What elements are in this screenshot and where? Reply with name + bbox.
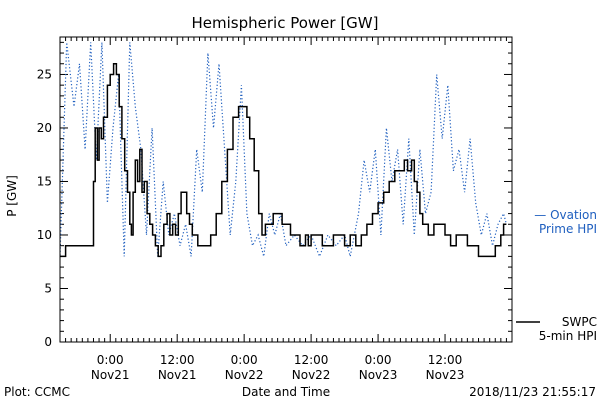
chart-title: Hemispheric Power [GW] [192,14,379,32]
y-axis-label: P [GW] [5,175,19,217]
legend-swpc-line1: SWPC [562,315,597,329]
x-tick-label-time: 12:00 [160,353,195,367]
x-tick-label-time: 12:00 [428,353,463,367]
y-tick-label: 20 [37,121,52,135]
y-tick-label: 0 [44,335,52,349]
x-tick-label-date: Nov23 [359,368,398,382]
y-tick-label: 5 [44,281,52,295]
x-tick-label-time: 0:00 [97,353,124,367]
y-axis-ticks: 0 5 10 15 20 25 [37,41,512,349]
x-tick-label-date: Nov22 [292,368,331,382]
x-axis-ticks: 0:00Nov2112:00Nov210:00Nov2212:00Nov220:… [59,37,513,382]
y-tick-label: 25 [37,67,52,81]
x-tick-label-date: Nov23 [426,368,465,382]
plot-credit: Plot: CCMC [4,385,70,399]
legend-ovation-line1: — Ovation [534,208,597,222]
x-axis-label: Date and Time [242,385,330,399]
x-tick-label-date: Nov21 [91,368,130,382]
y-tick-label: 15 [37,174,52,188]
y-tick-label: 10 [37,228,52,242]
legend-swpc-line2: 5-min HPI [539,329,597,343]
plot-timestamp: 2018/11/23 21:55:17 [469,385,596,399]
series-line-ovation-prime [60,42,507,259]
plot-frame [59,36,513,343]
x-tick-label-time: 12:00 [294,353,329,367]
series-line-swpc [60,63,507,258]
x-tick-label-time: 0:00 [231,353,258,367]
x-tick-label-date: Nov22 [225,368,264,382]
x-tick-label-date: Nov21 [158,368,197,382]
legend-ovation-line2: Prime HPI [539,222,597,236]
x-tick-label-time: 0:00 [365,353,392,367]
